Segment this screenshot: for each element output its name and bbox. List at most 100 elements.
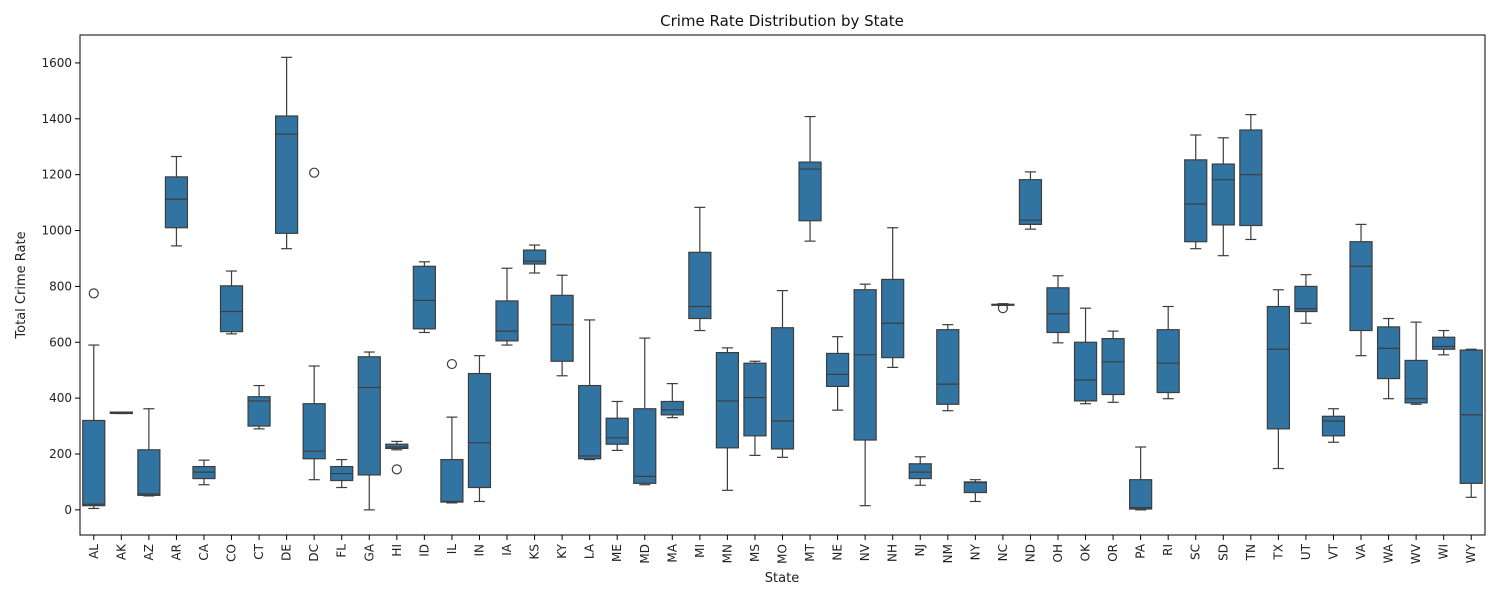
box-ne (825, 336, 850, 411)
box-sd (1211, 137, 1235, 257)
plot-area (82, 56, 1483, 511)
iqr-box (1294, 285, 1318, 313)
box-me (605, 400, 629, 451)
box-or (1101, 330, 1125, 403)
plot-frame (79, 34, 1486, 536)
box-nh (881, 227, 905, 369)
y-tick-label: 1200 (41, 168, 72, 182)
x-tick-label-al: AL (87, 544, 101, 559)
box-mn (715, 347, 740, 491)
iqr-box (467, 372, 492, 489)
box-va (1349, 223, 1373, 357)
y-axis: 0 200 400 600 800 1000 1200 1400 1600 (41, 56, 80, 517)
box-nc (991, 303, 1015, 314)
iqr-box (137, 449, 161, 496)
box-tx (1266, 289, 1291, 470)
box-ms (743, 360, 767, 456)
outlier-point (446, 358, 458, 370)
x-tick-label-ut: UT (1299, 543, 1313, 560)
box-pa (1129, 446, 1153, 511)
x-tick-label-wa: WA (1382, 543, 1396, 563)
x-tick-label-tx: TX (1271, 544, 1285, 561)
y-tick-label: 1600 (41, 56, 72, 70)
x-tick-label-ia: IA (500, 543, 514, 556)
box-mi (688, 206, 712, 332)
box-ct (247, 384, 271, 430)
box-wa (1376, 317, 1401, 400)
box-wv (1404, 321, 1428, 405)
y-tick-label: 1000 (41, 224, 72, 238)
box-vt (1321, 408, 1346, 443)
iqr-box (1266, 305, 1291, 430)
box-nj (908, 456, 932, 486)
box-nm (936, 324, 960, 412)
x-tick-label-il: IL (445, 544, 459, 555)
outlier-point (997, 303, 1008, 314)
x-tick-label-ny: NY (968, 543, 982, 560)
box-sc (1184, 134, 1208, 250)
box-ky (550, 274, 574, 377)
box-la (578, 319, 602, 461)
box-nd (1018, 171, 1043, 230)
box-in (467, 355, 492, 503)
iqr-box (770, 327, 795, 450)
x-tick-label-fl: FL (335, 544, 349, 558)
x-tick-label-me: ME (610, 544, 624, 562)
box-dc (302, 167, 326, 481)
x-tick-label-nc: NC (996, 544, 1010, 561)
x-tick-label-nj: NJ (913, 544, 927, 557)
iqr-box (82, 419, 106, 507)
x-tick-label-nm: NM (941, 544, 955, 563)
iqr-box (798, 161, 822, 222)
y-tick-label: 1400 (41, 112, 72, 126)
x-tick-label-in: IN (472, 544, 486, 557)
x-axis: AL AK AZ AR CA CO CT DE DC FL GA HI ID IL IN IA KS KY LA ME… (87, 535, 1478, 564)
iqr-box (219, 285, 244, 333)
x-tick-label-ks: KS (528, 544, 542, 560)
x-tick-label-sd: SD (1216, 544, 1230, 561)
x-tick-label-mo: MO (776, 544, 790, 564)
box-il (440, 358, 464, 504)
iqr-box (881, 278, 905, 359)
x-tick-label-oh: OH (1051, 544, 1065, 562)
iqr-box (688, 251, 712, 320)
iqr-box (522, 249, 547, 265)
iqr-box (1211, 163, 1235, 226)
x-tick-label-wi: WI (1437, 544, 1451, 559)
box-ok (1073, 307, 1098, 405)
iqr-box (660, 400, 684, 416)
iqr-box (1459, 349, 1483, 484)
iqr-box (1101, 338, 1125, 396)
iqr-box (1321, 415, 1346, 437)
x-tick-label-mt: MT (803, 543, 817, 561)
box-ca (192, 459, 216, 486)
x-tick-label-la: LA (583, 543, 597, 559)
iqr-box (936, 329, 960, 405)
x-tick-label-tn: TN (1244, 544, 1258, 561)
x-tick-label-mi: MI (693, 544, 707, 558)
x-tick-label-mn: MN (720, 544, 734, 563)
box-oh (1046, 275, 1070, 344)
outlier-point (309, 167, 320, 178)
x-tick-label-ky: KY (555, 543, 569, 558)
iqr-box (412, 265, 436, 330)
iqr-box (1073, 341, 1098, 402)
x-tick-label-ma: MA (665, 543, 679, 562)
x-tick-label-de: DE (280, 544, 294, 561)
x-tick-label-vt: VT (1326, 543, 1340, 559)
box-id (412, 261, 436, 334)
iqr-box (164, 176, 189, 229)
iqr-box (1376, 326, 1401, 380)
outlier-point (88, 288, 99, 299)
box-hi (385, 440, 409, 475)
box-ga (357, 351, 381, 511)
x-tick-label-ct: CT (252, 543, 266, 559)
iqr-box (440, 458, 464, 503)
y-tick-label: 400 (49, 391, 72, 405)
y-tick-label: 800 (49, 279, 72, 293)
box-co (219, 270, 244, 335)
x-tick-label-ak: AK (114, 543, 128, 560)
box-nv (853, 283, 877, 507)
x-axis-title: State (765, 571, 799, 586)
x-tick-label-or: OR (1106, 544, 1120, 562)
